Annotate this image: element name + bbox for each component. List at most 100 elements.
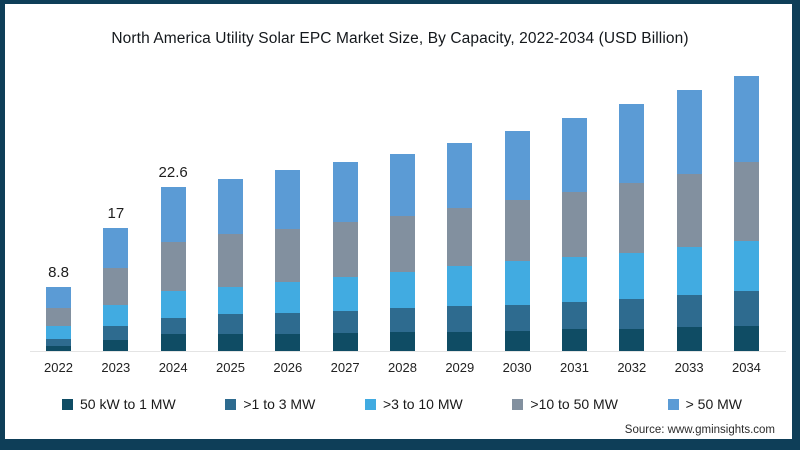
- bar-segment: [217, 178, 243, 235]
- legend-item: > 50 MW: [667, 396, 742, 412]
- legend-item: >10 to 50 MW: [512, 396, 618, 412]
- bar-segment: [46, 308, 71, 327]
- x-axis-tick-2033: 2033: [674, 360, 704, 375]
- bar-segment: [46, 345, 71, 351]
- bar-segment: [217, 286, 243, 315]
- bar-segment: [733, 326, 759, 351]
- bar-segment: [217, 334, 243, 351]
- stacked-bar-2028: [389, 154, 415, 351]
- bar-segment: [676, 90, 702, 174]
- bar-segment: [561, 256, 587, 302]
- stacked-bar-2025: [217, 178, 243, 351]
- bar-segment: [676, 327, 702, 351]
- stacked-bar-2030: [504, 130, 530, 351]
- bar-segment: [561, 117, 587, 192]
- stacked-bar-2026: [275, 170, 301, 351]
- x-axis-tick-2031: 2031: [560, 360, 589, 375]
- bar-segment: [504, 130, 530, 201]
- bar-segment: [619, 183, 645, 253]
- x-axis-tick-2025: 2025: [216, 360, 245, 375]
- bar-segment: [561, 191, 587, 257]
- legend-swatch-icon: [364, 398, 376, 410]
- bar-segment: [619, 104, 645, 184]
- bar-segment: [160, 290, 186, 318]
- stacked-bar-2024: [160, 187, 186, 351]
- x-axis-line: [30, 351, 786, 352]
- stacked-bar-2033: [676, 90, 702, 351]
- legend-swatch-icon: [667, 398, 679, 410]
- bar-segment: [389, 215, 415, 273]
- bar-segment: [160, 187, 186, 242]
- legend-label: >10 to 50 MW: [530, 396, 618, 412]
- bar-segment: [332, 332, 358, 351]
- bar-segment: [332, 277, 358, 311]
- bar-segment: [676, 173, 702, 248]
- bar-segment: [389, 308, 415, 333]
- bar-segment: [217, 234, 243, 287]
- bar-segment: [160, 241, 186, 291]
- x-axis-tick-2022: 2022: [44, 360, 73, 375]
- bar-segment: [160, 334, 186, 351]
- x-axis-tick-2032: 2032: [617, 360, 647, 375]
- bar-segment: [46, 326, 71, 340]
- legend: 50 kW to 1 MW >1 to 3 MW >3 to 10 MW >10 to…: [62, 396, 742, 412]
- bar-segment: [332, 162, 358, 223]
- bar-segment: [504, 304, 530, 331]
- legend-label: >3 to 10 MW: [382, 396, 463, 412]
- bar-segment: [733, 162, 759, 242]
- bar-segment: [389, 332, 415, 351]
- stacked-bar-2032: [619, 104, 645, 351]
- bar-segment: [103, 340, 129, 351]
- bar-segment: [332, 222, 358, 278]
- bar-segment: [447, 207, 473, 267]
- bar-segment: [504, 330, 530, 351]
- bar-segment: [676, 295, 702, 328]
- bar-segment: [275, 228, 301, 283]
- bar-segment: [103, 326, 129, 341]
- bar-segment: [561, 301, 587, 330]
- x-axis-tick-2034: 2034: [731, 360, 761, 375]
- x-axis-tick-2030: 2030: [502, 360, 532, 375]
- bar-value-label-2022: 8.8: [48, 264, 69, 282]
- bar-value-label-2023: 17: [107, 204, 125, 222]
- bar-segment: [447, 266, 473, 307]
- x-axis-tick-2029: 2029: [445, 360, 475, 375]
- source-credit: Source: www.gminsights.com: [624, 424, 775, 436]
- legend-swatch-icon: [62, 398, 73, 410]
- bar-segment: [103, 268, 129, 306]
- legend-label: > 50 MW: [685, 396, 742, 412]
- bar-segment: [447, 306, 473, 332]
- bar-segment: [447, 331, 473, 351]
- bar-segment: [561, 329, 587, 351]
- bar-segment: [447, 142, 473, 208]
- bar-segment: [332, 310, 358, 333]
- bar-segment: [619, 298, 645, 329]
- bar-segment: [46, 287, 71, 309]
- bar-segment: [389, 154, 415, 216]
- bar-segment: [389, 272, 415, 309]
- bar-segment: [619, 252, 645, 299]
- legend-item: >3 to 10 MW: [364, 396, 463, 412]
- x-axis-tick-2026: 2026: [273, 360, 303, 375]
- stacked-bar-2034: [733, 75, 759, 351]
- x-axis-tick-2027: 2027: [330, 360, 360, 375]
- bar-segment: [160, 317, 186, 335]
- stacked-bar-2023: [103, 227, 129, 351]
- x-axis-tick-2024: 2024: [158, 360, 188, 375]
- bar-segment: [275, 312, 301, 334]
- bar-segment: [275, 170, 301, 229]
- bar-segment: [275, 282, 301, 313]
- x-axis-tick-2028: 2028: [388, 360, 417, 375]
- x-axis-tick-2023: 2023: [101, 360, 131, 375]
- bar-segment: [504, 200, 530, 262]
- bar-segment: [504, 261, 530, 305]
- stacked-bar-2029: [447, 142, 473, 351]
- bar-segment: [676, 247, 702, 296]
- bar-segment: [619, 328, 645, 351]
- bar-value-label-2024: 22.6: [158, 164, 188, 182]
- legend-swatch-icon: [512, 398, 524, 410]
- bar-segment: [733, 290, 759, 326]
- bar-segment: [733, 75, 759, 163]
